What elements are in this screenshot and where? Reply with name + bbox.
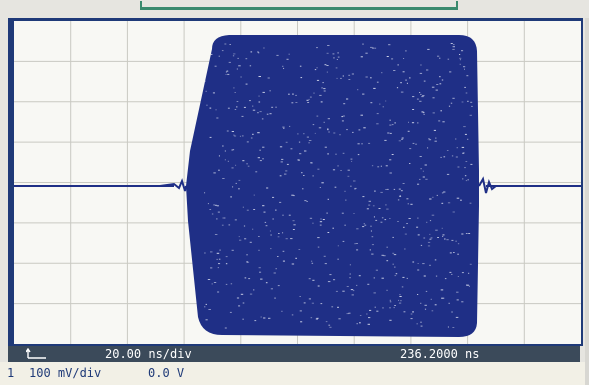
signal-noise-speckles [204,43,473,329]
channel-number: 1 [7,366,15,380]
channel-scale: 100 mV/div [29,366,102,380]
trace-transition-right [478,176,497,194]
status-bar: 20.00 ns/div 236.2000 ns [8,346,580,362]
channel-info-bar: 1 100 mV/div 0.0 V [0,362,589,385]
trigger-position-bar [140,1,458,10]
delay-readout: 236.2000 ns [400,347,480,361]
signal-envelope [186,35,479,337]
scope-graticule [14,21,581,344]
ground-marker-icon [26,348,46,359]
channel-offset: 0.0 V [148,366,185,380]
bezel-edge [585,18,589,385]
trace-transition-left [159,178,187,192]
timebase-readout: 20.00 ns/div [105,347,192,361]
waveform-display [14,21,581,344]
